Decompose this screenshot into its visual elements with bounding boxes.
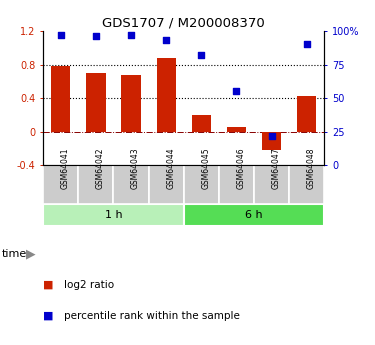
- Point: [93, 34, 99, 39]
- Text: percentile rank within the sample: percentile rank within the sample: [64, 311, 240, 321]
- Text: ▶: ▶: [26, 247, 35, 260]
- Text: log2 ratio: log2 ratio: [64, 280, 114, 289]
- Bar: [262, 131, 281, 150]
- Bar: [184, 204, 324, 226]
- Point: [198, 52, 204, 58]
- Text: GSM64042: GSM64042: [96, 147, 105, 188]
- Text: GSM64041: GSM64041: [61, 147, 70, 188]
- Bar: [86, 73, 105, 131]
- Bar: [227, 127, 246, 131]
- Text: 6 h: 6 h: [245, 210, 263, 220]
- Bar: [254, 165, 289, 204]
- Bar: [289, 165, 324, 204]
- Bar: [43, 165, 78, 204]
- Title: GDS1707 / M200008370: GDS1707 / M200008370: [102, 17, 265, 30]
- Bar: [156, 58, 176, 131]
- Bar: [148, 165, 184, 204]
- Point: [268, 133, 274, 138]
- Text: GSM64045: GSM64045: [201, 147, 210, 189]
- Text: time: time: [2, 249, 27, 258]
- Bar: [184, 165, 219, 204]
- Bar: [51, 66, 70, 131]
- Point: [234, 89, 240, 94]
- Text: GSM64044: GSM64044: [166, 147, 175, 189]
- Bar: [192, 115, 211, 131]
- Text: GSM64043: GSM64043: [131, 147, 140, 189]
- Point: [128, 32, 134, 38]
- Point: [58, 32, 64, 38]
- Bar: [219, 165, 254, 204]
- Text: ■: ■: [43, 280, 54, 289]
- Bar: [43, 204, 184, 226]
- Point: [304, 42, 310, 47]
- Bar: [78, 165, 113, 204]
- Text: GSM64047: GSM64047: [272, 147, 280, 189]
- Bar: [113, 165, 148, 204]
- Text: 1 h: 1 h: [105, 210, 122, 220]
- Text: ■: ■: [43, 311, 54, 321]
- Text: GSM64048: GSM64048: [307, 147, 316, 188]
- Bar: [297, 96, 316, 131]
- Bar: [122, 75, 141, 131]
- Point: [163, 38, 169, 43]
- Text: GSM64046: GSM64046: [237, 147, 246, 189]
